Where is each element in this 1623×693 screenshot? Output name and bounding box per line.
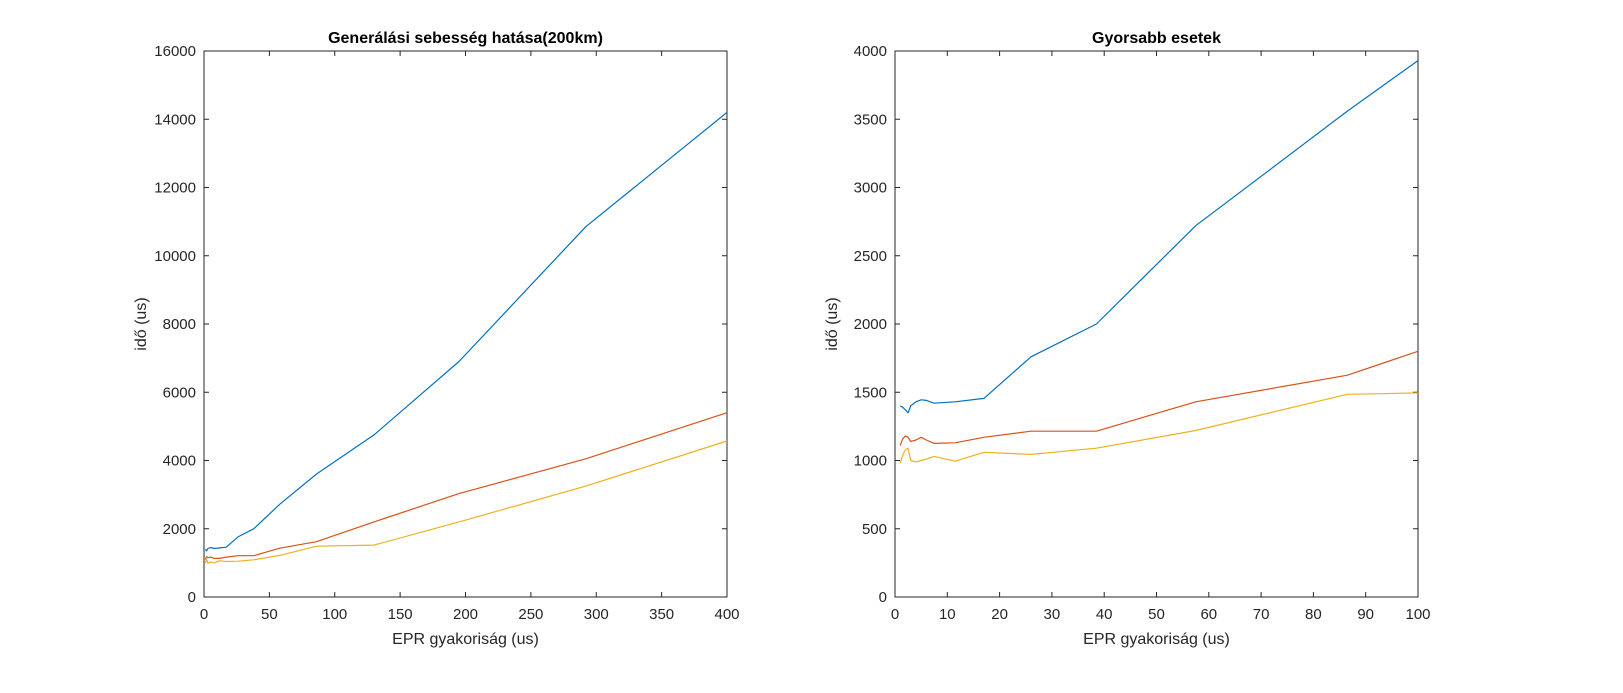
- y-tick-label: 14000: [154, 111, 196, 128]
- y-tick-label: 3000: [854, 180, 887, 197]
- y-tick-label: 2000: [163, 521, 196, 538]
- y-tick-label: 2500: [854, 248, 887, 265]
- x-tick-label: 300: [584, 606, 609, 623]
- y-tick-label: 4000: [163, 453, 196, 470]
- y-axis-label: idő (us): [133, 297, 150, 350]
- series-line-1: [204, 111, 728, 552]
- x-tick-label: 70: [1253, 606, 1270, 623]
- x-tick-label: 250: [518, 606, 543, 623]
- plot-area-frame: [203, 50, 728, 598]
- y-tick-label: 0: [879, 589, 887, 606]
- y-tick-label: 2000: [854, 316, 887, 333]
- series-line-3: [204, 440, 728, 564]
- x-tick-label: 60: [1200, 606, 1217, 623]
- chart-title: Gyorsabb esetek: [1092, 30, 1221, 47]
- series-line-2: [899, 350, 1419, 446]
- y-tick-label: 4000: [854, 43, 887, 60]
- x-tick-label: 20: [991, 606, 1008, 623]
- series-line-1: [899, 60, 1419, 414]
- y-tick-label: 1000: [854, 453, 887, 470]
- x-tick-label: 50: [1148, 606, 1165, 623]
- y-tick-label: 6000: [163, 384, 196, 401]
- x-tick-label: 350: [649, 606, 674, 623]
- chart-title: Generálási sebesség hatása(200km): [328, 30, 603, 47]
- x-tick-label: 100: [322, 606, 347, 623]
- chart-panel-left: 0 50 100 150 200 250 300 350 4000200040006000800…: [133, 30, 740, 648]
- x-tick-label: 0: [200, 606, 208, 623]
- x-tick-label: 200: [453, 606, 478, 623]
- y-tick-label: 8000: [163, 316, 196, 333]
- y-tick-label: 0: [188, 589, 196, 606]
- chart-panel-right: 0 10 20 30 40 50 60 70 80 90 100050010001500200025…: [824, 30, 1431, 648]
- x-tick-label: 10: [939, 606, 956, 623]
- x-tick-label: 400: [714, 606, 739, 623]
- y-tick-label: 10000: [154, 248, 196, 265]
- x-axis-label: EPR gyakoriság (us): [392, 631, 539, 648]
- y-tick-label: 500: [862, 521, 887, 538]
- plot-area-frame: [894, 50, 1419, 598]
- x-tick-label: 80: [1305, 606, 1322, 623]
- x-tick-label: 30: [1044, 606, 1061, 623]
- y-tick-label: 1500: [854, 384, 887, 401]
- y-tick-label: 16000: [154, 43, 196, 60]
- y-tick-label: 3500: [854, 111, 887, 128]
- x-tick-label: 40: [1096, 606, 1113, 623]
- x-tick-label: 100: [1405, 606, 1430, 623]
- x-tick-label: 0: [891, 606, 899, 623]
- x-tick-label: 50: [261, 606, 278, 623]
- x-tick-label: 150: [388, 606, 413, 623]
- series-line-3: [899, 392, 1419, 464]
- y-axis-label: idő (us): [824, 297, 841, 350]
- x-tick-label: 90: [1357, 606, 1374, 623]
- series-line-2: [204, 412, 728, 560]
- y-tick-label: 12000: [154, 180, 196, 197]
- x-axis-label: EPR gyakoriság (us): [1083, 631, 1230, 648]
